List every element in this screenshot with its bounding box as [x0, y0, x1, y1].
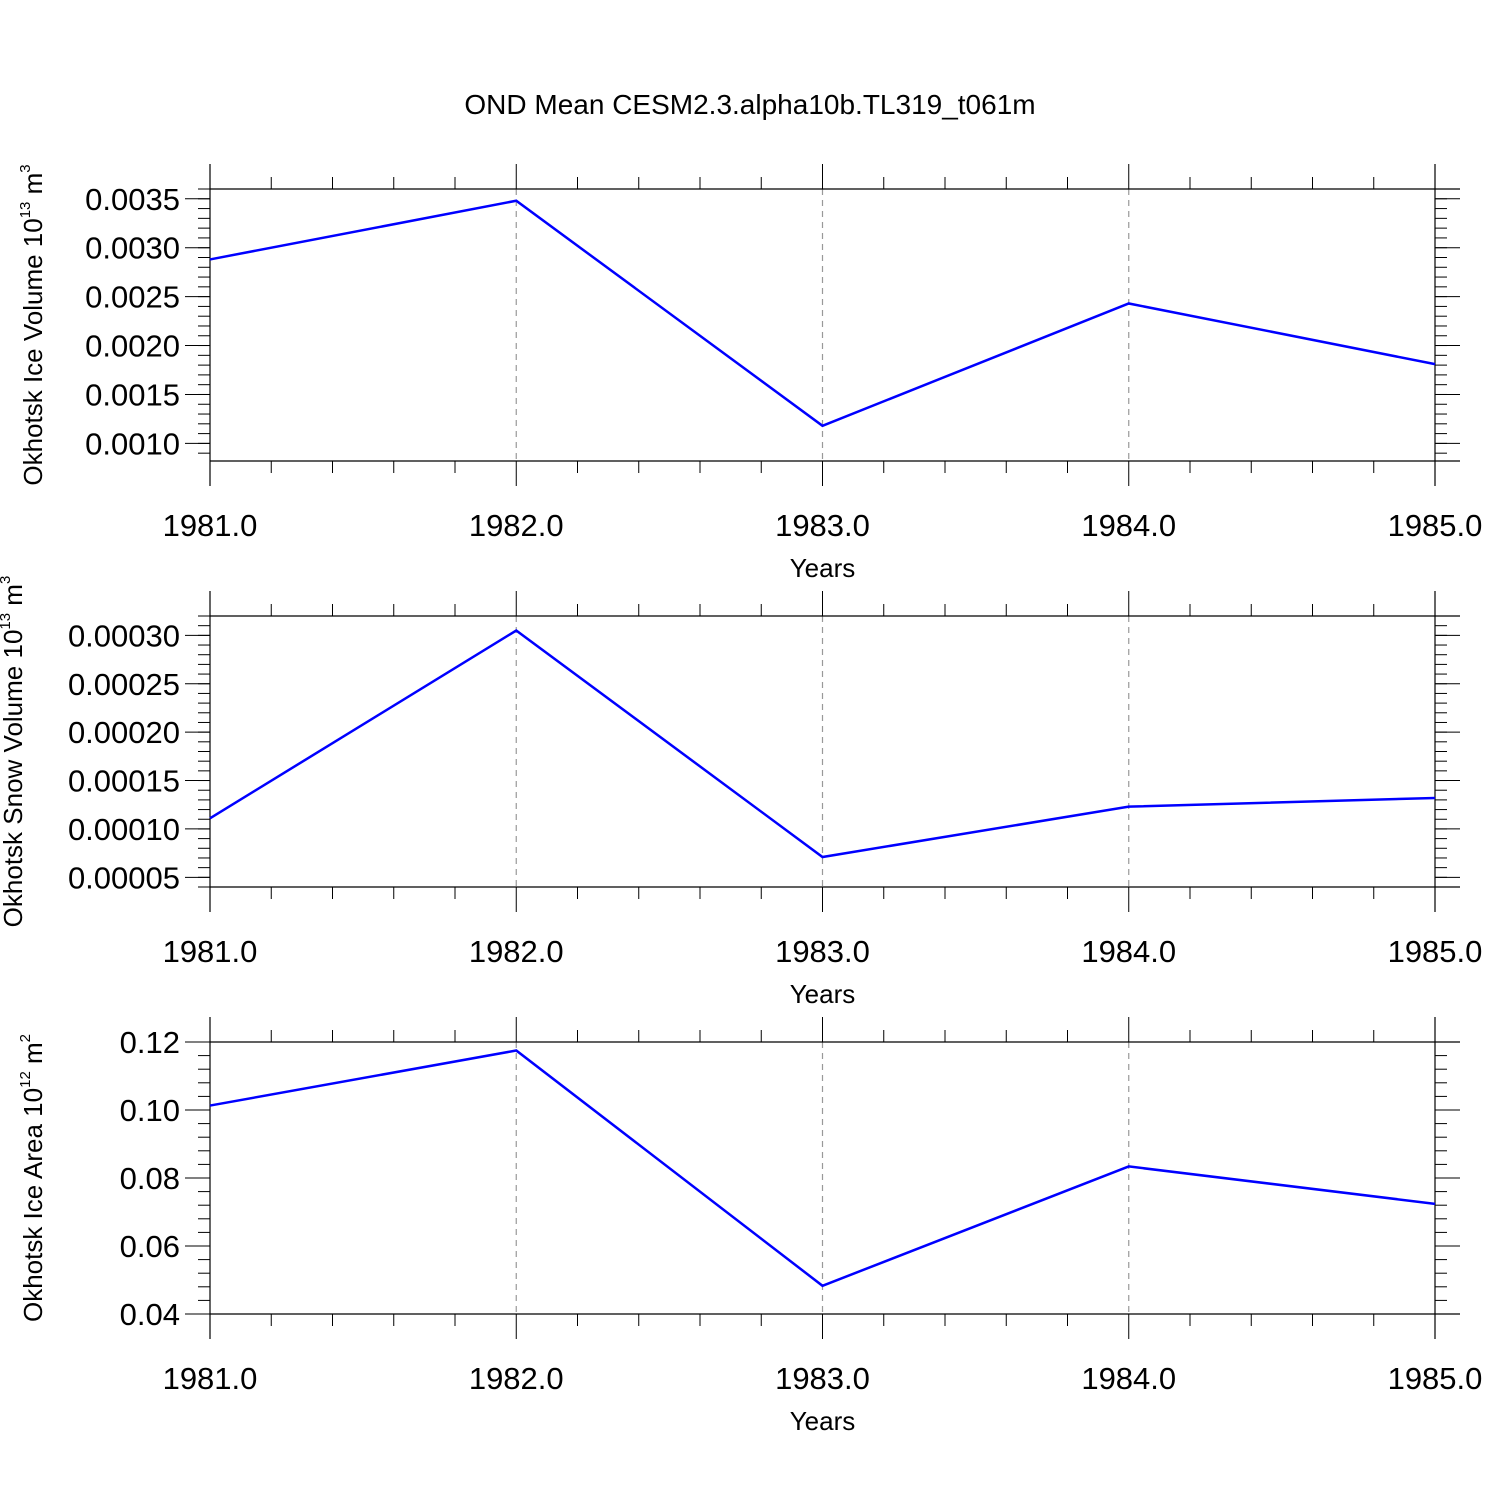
y-tick-label: 0.04 — [120, 1297, 180, 1332]
series-line — [209, 199, 1436, 428]
series-line — [209, 629, 1436, 859]
y-tick-label: 0.0015 — [85, 377, 180, 412]
y-tick-label: 0.00015 — [68, 764, 180, 799]
y-tick-label: 0.00010 — [68, 812, 180, 847]
x-tick-label: 1981.0 — [163, 1361, 258, 1396]
x-tick-label: 1985.0 — [1388, 508, 1483, 543]
y-tick-label: 0.00030 — [68, 618, 180, 653]
x-tick-label: 1982.0 — [469, 934, 564, 969]
y-axis-title: Okhotsk Ice Area 1012 m2 — [17, 1034, 48, 1322]
x-tick-label: 1981.0 — [163, 934, 258, 969]
x-tick-label: 1984.0 — [1081, 1361, 1176, 1396]
y-tick-label: 0.0025 — [85, 280, 180, 315]
x-tick-label: 1983.0 — [775, 1361, 870, 1396]
x-tick-label: 1985.0 — [1388, 934, 1483, 969]
x-tick-label: 1984.0 — [1081, 934, 1176, 969]
x-axis-title: Years — [790, 1406, 856, 1436]
x-tick-label: 1985.0 — [1388, 1361, 1483, 1396]
x-tick-label: 1983.0 — [775, 934, 870, 969]
x-axis-title: Years — [790, 553, 856, 583]
y-tick-label: 0.00005 — [68, 860, 180, 895]
y-tick-label: 0.06 — [120, 1229, 180, 1264]
y-tick-label: 0.10 — [120, 1093, 180, 1128]
y-axis-title: Okhotsk Ice Volume 1013 m3 — [17, 164, 48, 485]
y-tick-label: 0.0030 — [85, 231, 180, 266]
y-tick-label: 0.00020 — [68, 715, 180, 750]
panel-3: 1981.0 1982.0 1983.0 1984.0 1985.0 Years 0.04 0… — [17, 1017, 1482, 1436]
x-tick-label: 1982.0 — [469, 508, 564, 543]
y-tick-label: 0.0010 — [85, 426, 180, 461]
y-tick-label: 0.0035 — [85, 182, 180, 217]
y-axis-title: Okhotsk Snow Volume 1013 m3 — [0, 576, 28, 928]
panel-1: 1981.0 1982.0 1983.0 1984.0 1985.0 Years 0.001… — [17, 164, 1482, 583]
figure-title: OND Mean CESM2.3.alpha10b.TL319_t061m — [464, 89, 1035, 120]
y-tick-label: 0.08 — [120, 1161, 180, 1196]
x-axis-title: Years — [790, 979, 856, 1009]
x-tick-label: 1984.0 — [1081, 508, 1176, 543]
panel-2: 1981.0 1982.0 1983.0 1984.0 1985.0 Years 0.000… — [0, 576, 1482, 1009]
x-tick-label: 1982.0 — [469, 1361, 564, 1396]
x-tick-label: 1981.0 — [163, 508, 258, 543]
y-tick-label: 0.12 — [120, 1025, 180, 1060]
series-line — [209, 1049, 1436, 1288]
x-tick-label: 1983.0 — [775, 508, 870, 543]
y-tick-label: 0.00025 — [68, 667, 180, 702]
y-tick-label: 0.0020 — [85, 329, 180, 364]
